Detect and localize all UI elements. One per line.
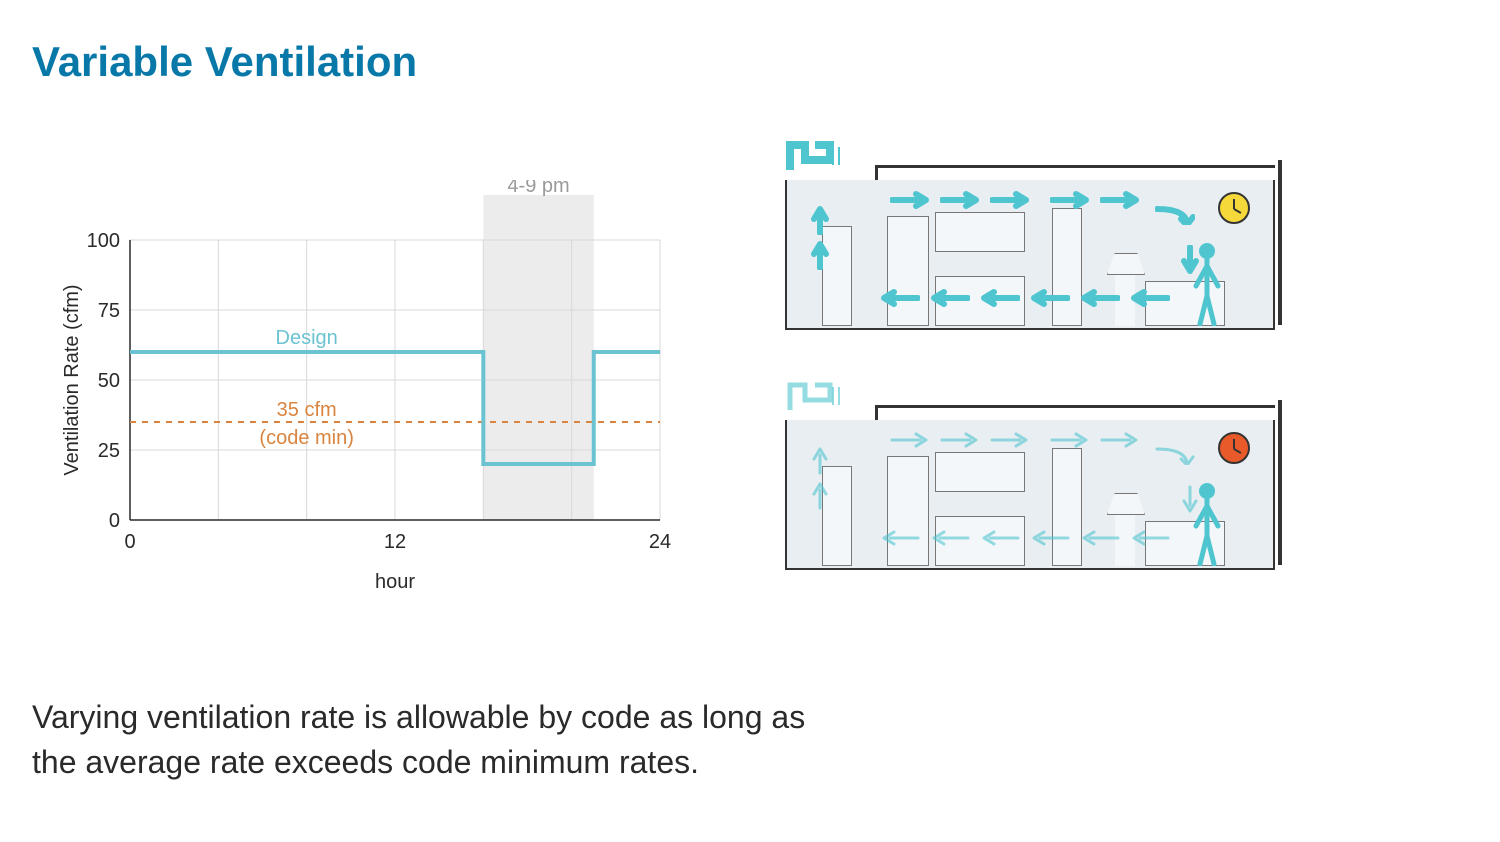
cabinets-icon	[935, 212, 1025, 252]
airflow-arrow-icon	[890, 430, 930, 450]
airflow-arrow-icon	[990, 190, 1030, 210]
svg-text:Ventilation Rate (cfm): Ventilation Rate (cfm)	[61, 284, 83, 475]
airflow-arrow-icon	[880, 288, 920, 308]
door-icon	[1052, 448, 1082, 566]
airflow-arrow-icon	[980, 528, 1020, 548]
airflow-arrow-icon	[1080, 528, 1120, 548]
airflow-arrow-icon	[1100, 190, 1140, 210]
airflow-arrow-icon	[980, 288, 1020, 308]
airflow-arrow-icon	[810, 205, 830, 235]
airflow-arrow-icon	[1080, 288, 1120, 308]
airflow-arrow-icon	[1155, 445, 1195, 465]
airflow-arrow-icon	[930, 528, 970, 548]
svg-text:50: 50	[98, 370, 120, 392]
svg-text:35 cfm: 35 cfm	[277, 399, 337, 421]
airflow-arrow-icon	[810, 240, 830, 270]
svg-text:100: 100	[87, 230, 120, 252]
airflow-arrow-icon	[1180, 245, 1200, 275]
airflow-arrow-icon	[1180, 485, 1200, 515]
svg-text:24: 24	[649, 531, 671, 553]
chart-svg: 4-9 pm 35 cfm (code min) Design 0 25 50 75 100 0 1…	[60, 180, 680, 600]
airflow-arrow-icon	[1130, 288, 1170, 308]
room-high-ventilation	[780, 150, 1280, 350]
cabinets-icon	[935, 452, 1025, 492]
airflow-arrow-icon	[810, 480, 830, 510]
airflow-arrow-icon	[880, 528, 920, 548]
airflow-arrow-icon	[1100, 430, 1140, 450]
svg-text:4-9 pm: 4-9 pm	[507, 180, 569, 197]
svg-text:(code min): (code min)	[259, 427, 353, 449]
svg-text:0: 0	[124, 531, 135, 553]
airflow-arrow-icon	[990, 430, 1030, 450]
clock-icon	[1218, 192, 1250, 224]
airflow-arrow-icon	[1050, 190, 1090, 210]
fridge-icon	[887, 216, 929, 326]
airflow-arrow-icon	[890, 190, 930, 210]
door-icon	[1052, 208, 1082, 326]
desc-line2: the average rate exceeds code minimum ra…	[32, 744, 699, 780]
description-text: Varying ventilation rate is allowable by…	[32, 695, 805, 785]
svg-text:Design: Design	[276, 327, 338, 349]
airflow-arrow-icon	[1130, 528, 1170, 548]
ventilation-chart: 4-9 pm 35 cfm (code min) Design 0 25 50 75 100 0 1…	[60, 180, 680, 600]
clock-icon	[1218, 432, 1250, 464]
airflow-arrow-icon	[1050, 430, 1090, 450]
desc-line1: Varying ventilation rate is allowable by…	[32, 699, 805, 735]
fridge-icon	[887, 456, 929, 566]
airflow-arrow-icon	[940, 190, 980, 210]
svg-text:25: 25	[98, 440, 120, 462]
airflow-arrow-icon	[1155, 205, 1195, 225]
room-diagrams	[780, 150, 1280, 630]
airflow-arrow-icon	[810, 445, 830, 475]
airflow-arrow-icon	[940, 430, 980, 450]
page-title: Variable Ventilation	[32, 38, 417, 86]
svg-text:0: 0	[109, 510, 120, 532]
svg-text:hour: hour	[375, 571, 415, 593]
room-low-ventilation	[780, 390, 1280, 590]
airflow-arrow-icon	[930, 288, 970, 308]
svg-text:12: 12	[384, 531, 406, 553]
svg-text:75: 75	[98, 300, 120, 322]
airflow-arrow-icon	[1030, 528, 1070, 548]
airflow-arrow-icon	[1030, 288, 1070, 308]
